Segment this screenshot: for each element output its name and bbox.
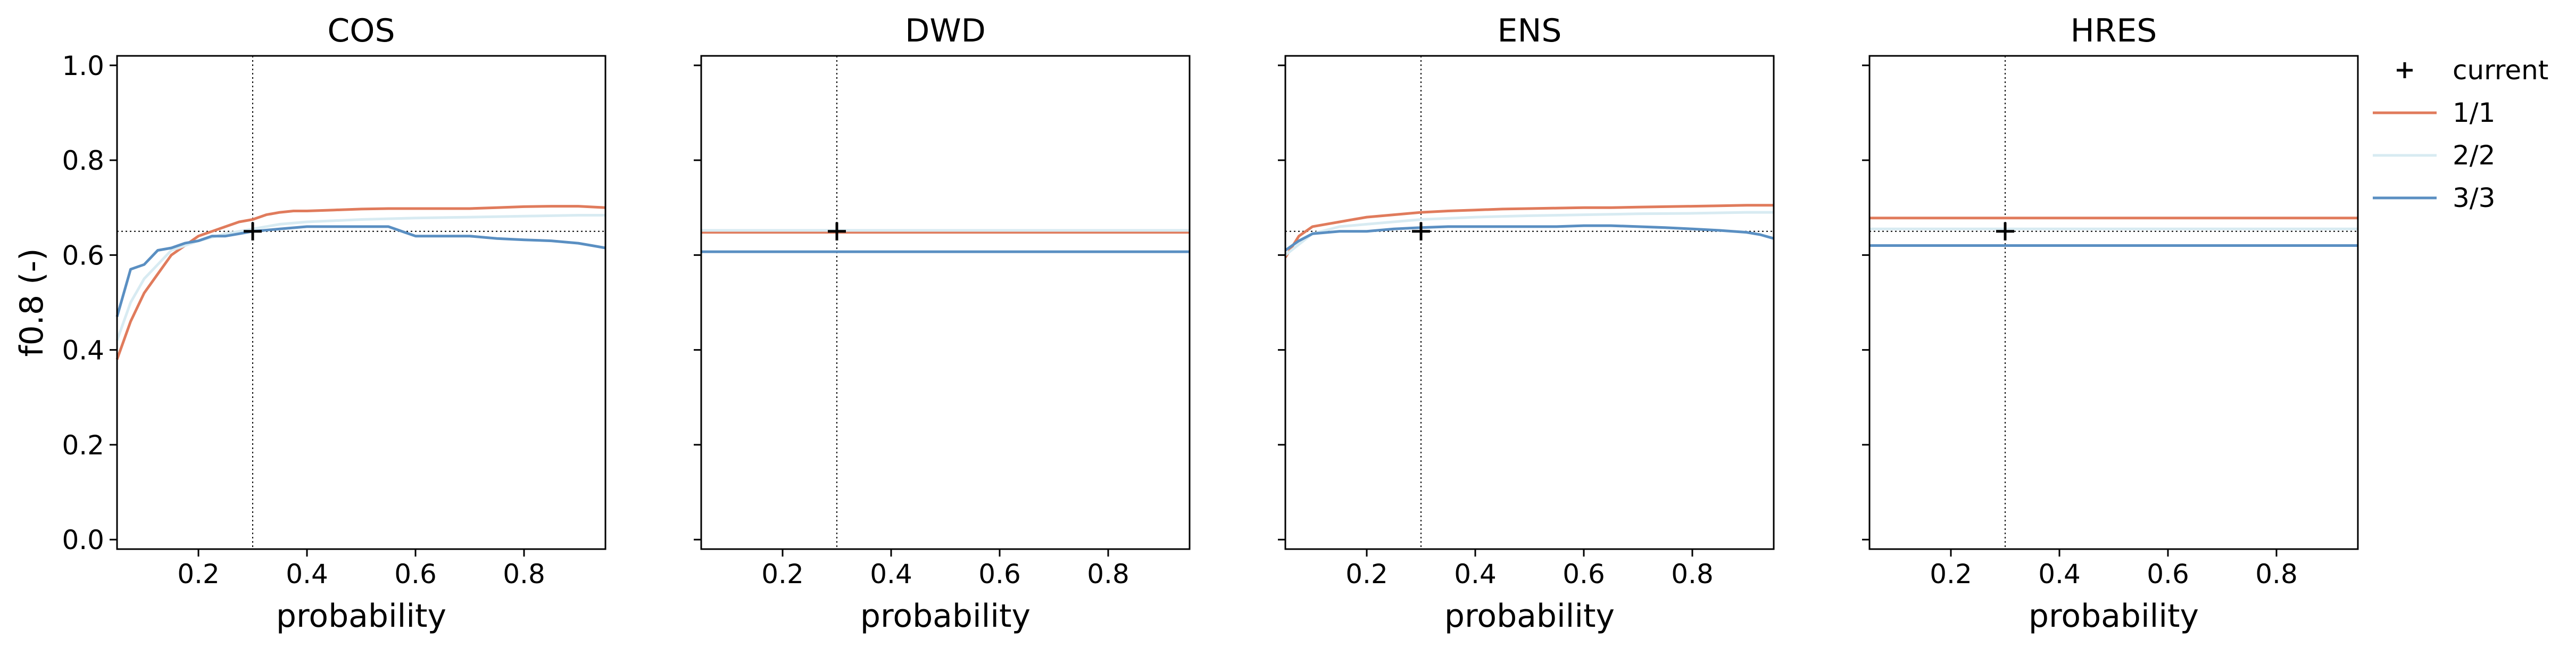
axes-frame — [1284, 55, 1775, 550]
panel-title: DWD — [905, 12, 986, 49]
series-line-2-2 — [115, 214, 605, 341]
panel-title: ENS — [1498, 12, 1562, 49]
x-axis-label: probability — [2029, 598, 2199, 635]
y-tick-label: 0.8 — [62, 145, 104, 176]
x-tick-label: 0.6 — [2147, 559, 2189, 590]
panel-hres: 0.2 0.4 0.6 0.8 HRES probability — [1862, 12, 2359, 635]
series-line-1-1 — [115, 205, 606, 360]
legend-item-3-3: 3/3 — [2373, 183, 2495, 213]
current-marker — [828, 222, 846, 240]
legend-label: 2/2 — [2453, 140, 2495, 171]
series-line-3-3 — [115, 225, 606, 317]
legend: current 1/1 2/2 3/3 — [2373, 55, 2548, 213]
series-line-1-1 — [1284, 204, 1774, 259]
x-tick-label: 0.2 — [761, 559, 804, 590]
axes-frame — [1868, 55, 2359, 550]
axes-frame — [700, 55, 1191, 550]
x-tick-label: 0.4 — [2038, 559, 2081, 590]
x-tick-label: 0.4 — [1454, 559, 1497, 590]
panel-title: COS — [327, 12, 395, 49]
series-line-3-3 — [1284, 224, 1774, 252]
current-marker — [244, 222, 262, 240]
y-tick-label: 0.4 — [62, 335, 104, 366]
x-tick-label: 0.4 — [286, 559, 328, 590]
y-axis-label: f0.8 (-) — [13, 248, 51, 356]
panel-title: HRES — [2071, 12, 2157, 49]
x-tick-label: 0.2 — [1930, 559, 1972, 590]
x-axis-label: probability — [276, 598, 446, 635]
x-tick-label: 0.8 — [1087, 559, 1129, 590]
x-axis-label: probability — [860, 598, 1031, 635]
legend-label: 1/1 — [2453, 97, 2495, 128]
series-line-2-2 — [1284, 211, 1774, 256]
x-tick-label: 0.8 — [503, 559, 545, 590]
legend-item-current: current — [2397, 55, 2548, 86]
panel-dwd: 0.2 0.4 0.6 0.8 DWD probability — [694, 12, 1191, 635]
panel-ens: 0.2 0.4 0.6 0.8 ENS probability — [1278, 12, 1775, 635]
x-tick-label: 0.2 — [177, 559, 220, 590]
x-tick-label: 0.6 — [394, 559, 437, 590]
y-tick-label: 0.0 — [62, 525, 104, 555]
legend-label: 3/3 — [2453, 183, 2495, 213]
x-tick-label: 0.8 — [2255, 559, 2298, 590]
x-axis-label: probability — [1444, 598, 1615, 635]
current-marker — [1996, 222, 2014, 240]
x-tick-label: 0.2 — [1345, 559, 1388, 590]
chart-panels: 0.2 0.4 0.6 0.8 0.0 0.2 0.4 0.6 0.8 1.0 COS probabi… — [13, 12, 2359, 635]
legend-label: current — [2453, 55, 2548, 86]
x-tick-label: 0.6 — [978, 559, 1021, 590]
x-tick-label: 0.6 — [1563, 559, 1605, 590]
y-tick-label: 1.0 — [62, 51, 104, 81]
axes-frame — [116, 55, 606, 550]
panel-cos: 0.2 0.4 0.6 0.8 0.0 0.2 0.4 0.6 0.8 1.0 COS probabi… — [13, 12, 606, 635]
legend-item-2-2: 2/2 — [2373, 140, 2495, 171]
x-tick-label: 0.8 — [1671, 559, 1714, 590]
legend-item-1-1: 1/1 — [2373, 97, 2495, 128]
x-tick-label: 0.4 — [870, 559, 912, 590]
current-marker — [1412, 222, 1430, 240]
y-tick-label: 0.6 — [62, 240, 104, 271]
y-tick-label: 0.2 — [62, 430, 104, 461]
